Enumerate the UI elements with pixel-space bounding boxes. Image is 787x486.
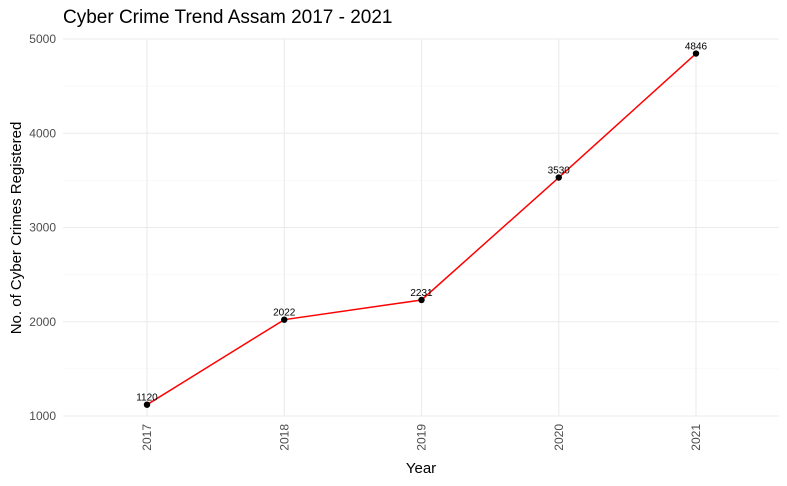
y-tick-label: 3000 (29, 221, 56, 235)
x-axis-tick-labels: 2017 2018 2019 2020 2021 (140, 424, 703, 451)
data-labels: 1120 2022 2231 3530 4846 (136, 42, 707, 404)
x-axis-title: Year (406, 460, 436, 477)
x-tick-label: 2018 (277, 424, 291, 451)
y-tick-label: 1000 (29, 409, 56, 423)
x-tick-label: 2021 (689, 424, 703, 451)
x-tick-label: 2019 (415, 424, 429, 451)
x-tick-label: 2017 (140, 424, 154, 451)
data-point (143, 401, 151, 408)
data-label: 3530 (548, 166, 571, 177)
data-label: 2231 (410, 288, 433, 299)
data-point (692, 50, 700, 57)
y-tick-label: 2000 (29, 315, 56, 329)
data-point (555, 174, 562, 181)
data-points (143, 50, 700, 408)
y-tick-label: 5000 (29, 32, 56, 46)
data-point (281, 316, 288, 323)
data-label: 2022 (273, 308, 296, 319)
data-label: 4846 (685, 42, 708, 53)
grid (63, 38, 779, 417)
chart-title: Cyber Crime Trend Assam 2017 - 2021 (63, 7, 393, 28)
y-axis-title: No. of Cyber Crimes Registered (8, 122, 25, 335)
data-label: 1120 (136, 393, 158, 404)
data-point (418, 296, 425, 304)
x-tick-label: 2020 (552, 424, 566, 451)
y-tick-label: 4000 (29, 126, 56, 140)
y-axis-tick-labels: 1000 2000 3000 4000 5000 (29, 32, 56, 423)
